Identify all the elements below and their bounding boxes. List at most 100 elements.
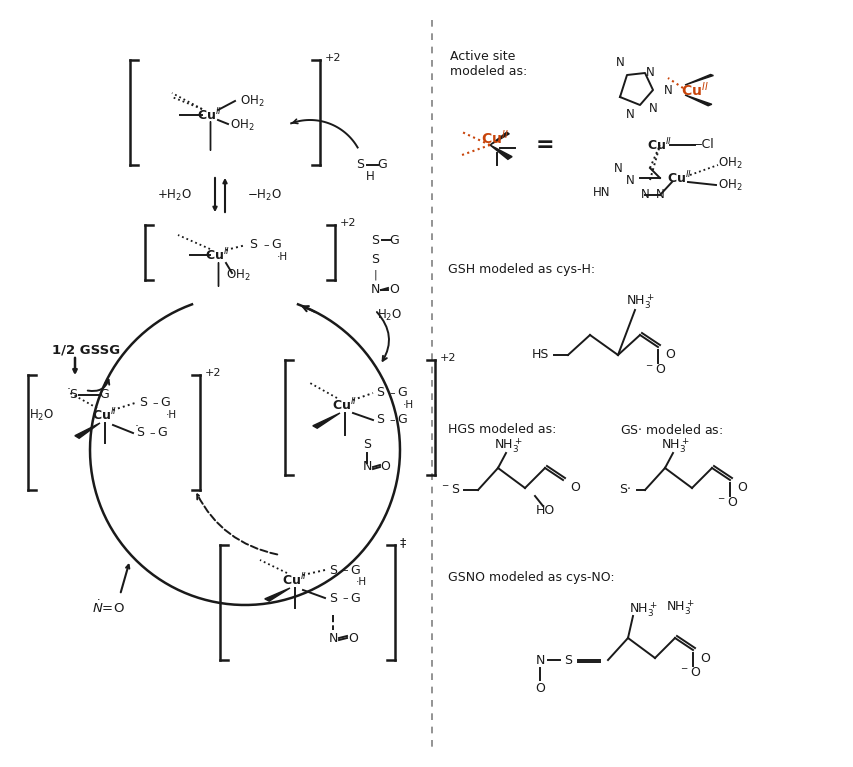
Text: S: S <box>328 564 337 577</box>
Text: G: G <box>397 413 406 426</box>
Text: NH$_3^+$: NH$_3^+$ <box>665 598 693 617</box>
Text: O: O <box>699 651 709 664</box>
Text: $^-$O: $^-$O <box>678 667 700 680</box>
Text: $^-$O: $^-$O <box>643 364 665 377</box>
Text: O: O <box>736 482 746 495</box>
Polygon shape <box>684 95 711 106</box>
Text: N: N <box>613 162 622 175</box>
Polygon shape <box>490 145 512 160</box>
Polygon shape <box>75 423 100 438</box>
Text: G: G <box>157 426 166 439</box>
Text: G: G <box>389 233 398 246</box>
Text: ·H: ·H <box>402 400 413 410</box>
Polygon shape <box>684 74 712 85</box>
Text: S: S <box>563 653 572 667</box>
Text: N: N <box>615 55 624 68</box>
Text: S: S <box>363 439 370 452</box>
Text: G: G <box>377 159 386 172</box>
Text: +2: +2 <box>439 353 456 363</box>
Text: ‡: ‡ <box>399 536 406 549</box>
Text: +2: +2 <box>339 218 356 228</box>
Text: N: N <box>535 653 544 667</box>
Text: $^-$S: $^-$S <box>439 483 460 496</box>
Text: H$_2$O: H$_2$O <box>377 308 402 323</box>
Text: OH$_2$: OH$_2$ <box>229 117 254 133</box>
Text: Cu$^{II}$: Cu$^{II}$ <box>480 129 508 147</box>
Text: S: S <box>356 159 363 172</box>
Text: O: O <box>380 460 390 473</box>
Text: NH$_3^+$: NH$_3^+$ <box>628 601 657 620</box>
Text: –: – <box>263 240 269 250</box>
Text: ·: · <box>67 384 71 397</box>
Text: O: O <box>664 348 674 361</box>
Text: S: S <box>136 426 144 439</box>
Text: N: N <box>645 65 653 78</box>
Text: HS: HS <box>531 348 548 361</box>
Text: O: O <box>535 682 544 694</box>
Text: Cu$^{II}$: Cu$^{II}$ <box>647 137 672 153</box>
Text: NH$_3^+$: NH$_3^+$ <box>493 436 522 456</box>
Text: —Cl: —Cl <box>689 139 714 152</box>
Text: +H$_2$O: +H$_2$O <box>157 187 192 202</box>
Text: N: N <box>328 631 337 644</box>
Text: N: N <box>625 108 634 121</box>
Text: S: S <box>370 233 379 246</box>
Text: GS$\cdot$ modeled as:: GS$\cdot$ modeled as: <box>619 423 722 437</box>
Text: NH$_3^+$: NH$_3^+$ <box>625 292 653 311</box>
Text: O: O <box>348 631 357 644</box>
Text: N: N <box>640 189 648 202</box>
Polygon shape <box>312 413 339 428</box>
Text: $^-$O: $^-$O <box>715 496 737 509</box>
Text: +2: +2 <box>325 53 341 63</box>
Text: =: = <box>535 135 554 155</box>
Text: –: – <box>389 415 394 425</box>
Polygon shape <box>264 588 290 601</box>
Text: NH$_3^+$: NH$_3^+$ <box>660 436 688 456</box>
Text: Cu$^{II}$: Cu$^{II}$ <box>667 170 692 186</box>
Text: HO: HO <box>535 503 554 516</box>
Text: OH$_2$: OH$_2$ <box>717 177 741 193</box>
Text: G: G <box>350 591 359 604</box>
Text: S: S <box>69 389 77 401</box>
Text: O: O <box>570 482 579 495</box>
Text: –: – <box>342 593 347 603</box>
Text: S: S <box>249 239 257 252</box>
Text: ·: · <box>135 420 139 433</box>
Text: Cu$^{II}$: Cu$^{II}$ <box>197 107 223 123</box>
Text: –: – <box>389 388 394 398</box>
Text: HN: HN <box>592 186 609 199</box>
Text: S: S <box>370 254 379 266</box>
Text: G: G <box>350 564 359 577</box>
Text: ·H: ·H <box>355 577 366 587</box>
Text: OH$_2$: OH$_2$ <box>225 268 250 282</box>
Text: G: G <box>270 239 281 252</box>
Text: N: N <box>362 460 371 473</box>
Text: GSH modeled as cys-H:: GSH modeled as cys-H: <box>448 264 595 276</box>
Text: ·H: ·H <box>276 252 287 262</box>
Text: Active site
modeled as:: Active site modeled as: <box>450 50 526 78</box>
Text: $-$H$_2$O: $-$H$_2$O <box>247 187 282 202</box>
Text: S$\cdot$: S$\cdot$ <box>618 483 630 496</box>
Text: G: G <box>397 387 406 400</box>
Text: H$_2$O: H$_2$O <box>29 407 55 423</box>
Text: 1/2 GSSG: 1/2 GSSG <box>52 344 120 357</box>
Text: $\dot{N}$=O: $\dot{N}$=O <box>91 600 125 617</box>
Text: S: S <box>375 413 384 426</box>
Text: GSNO modeled as cys-NO:: GSNO modeled as cys-NO: <box>448 571 614 584</box>
Text: OH$_2$: OH$_2$ <box>717 156 741 170</box>
Text: Cu$^{II}$: Cu$^{II}$ <box>681 81 708 99</box>
Text: Cu$^{II}$: Cu$^{II}$ <box>92 407 118 423</box>
Text: S: S <box>139 397 147 410</box>
Text: N: N <box>663 84 671 97</box>
Text: +2: +2 <box>205 368 221 378</box>
Text: –: – <box>149 428 154 438</box>
Text: G: G <box>160 397 170 410</box>
Text: OH$_2$: OH$_2$ <box>240 94 264 109</box>
Text: –: – <box>342 565 347 575</box>
Text: O: O <box>389 284 398 297</box>
Text: Cu$^{II}$: Cu$^{II}$ <box>282 571 307 588</box>
Text: N: N <box>655 189 664 202</box>
Text: ·H: ·H <box>165 410 177 420</box>
Text: H: H <box>365 170 374 183</box>
Text: S: S <box>375 387 384 400</box>
